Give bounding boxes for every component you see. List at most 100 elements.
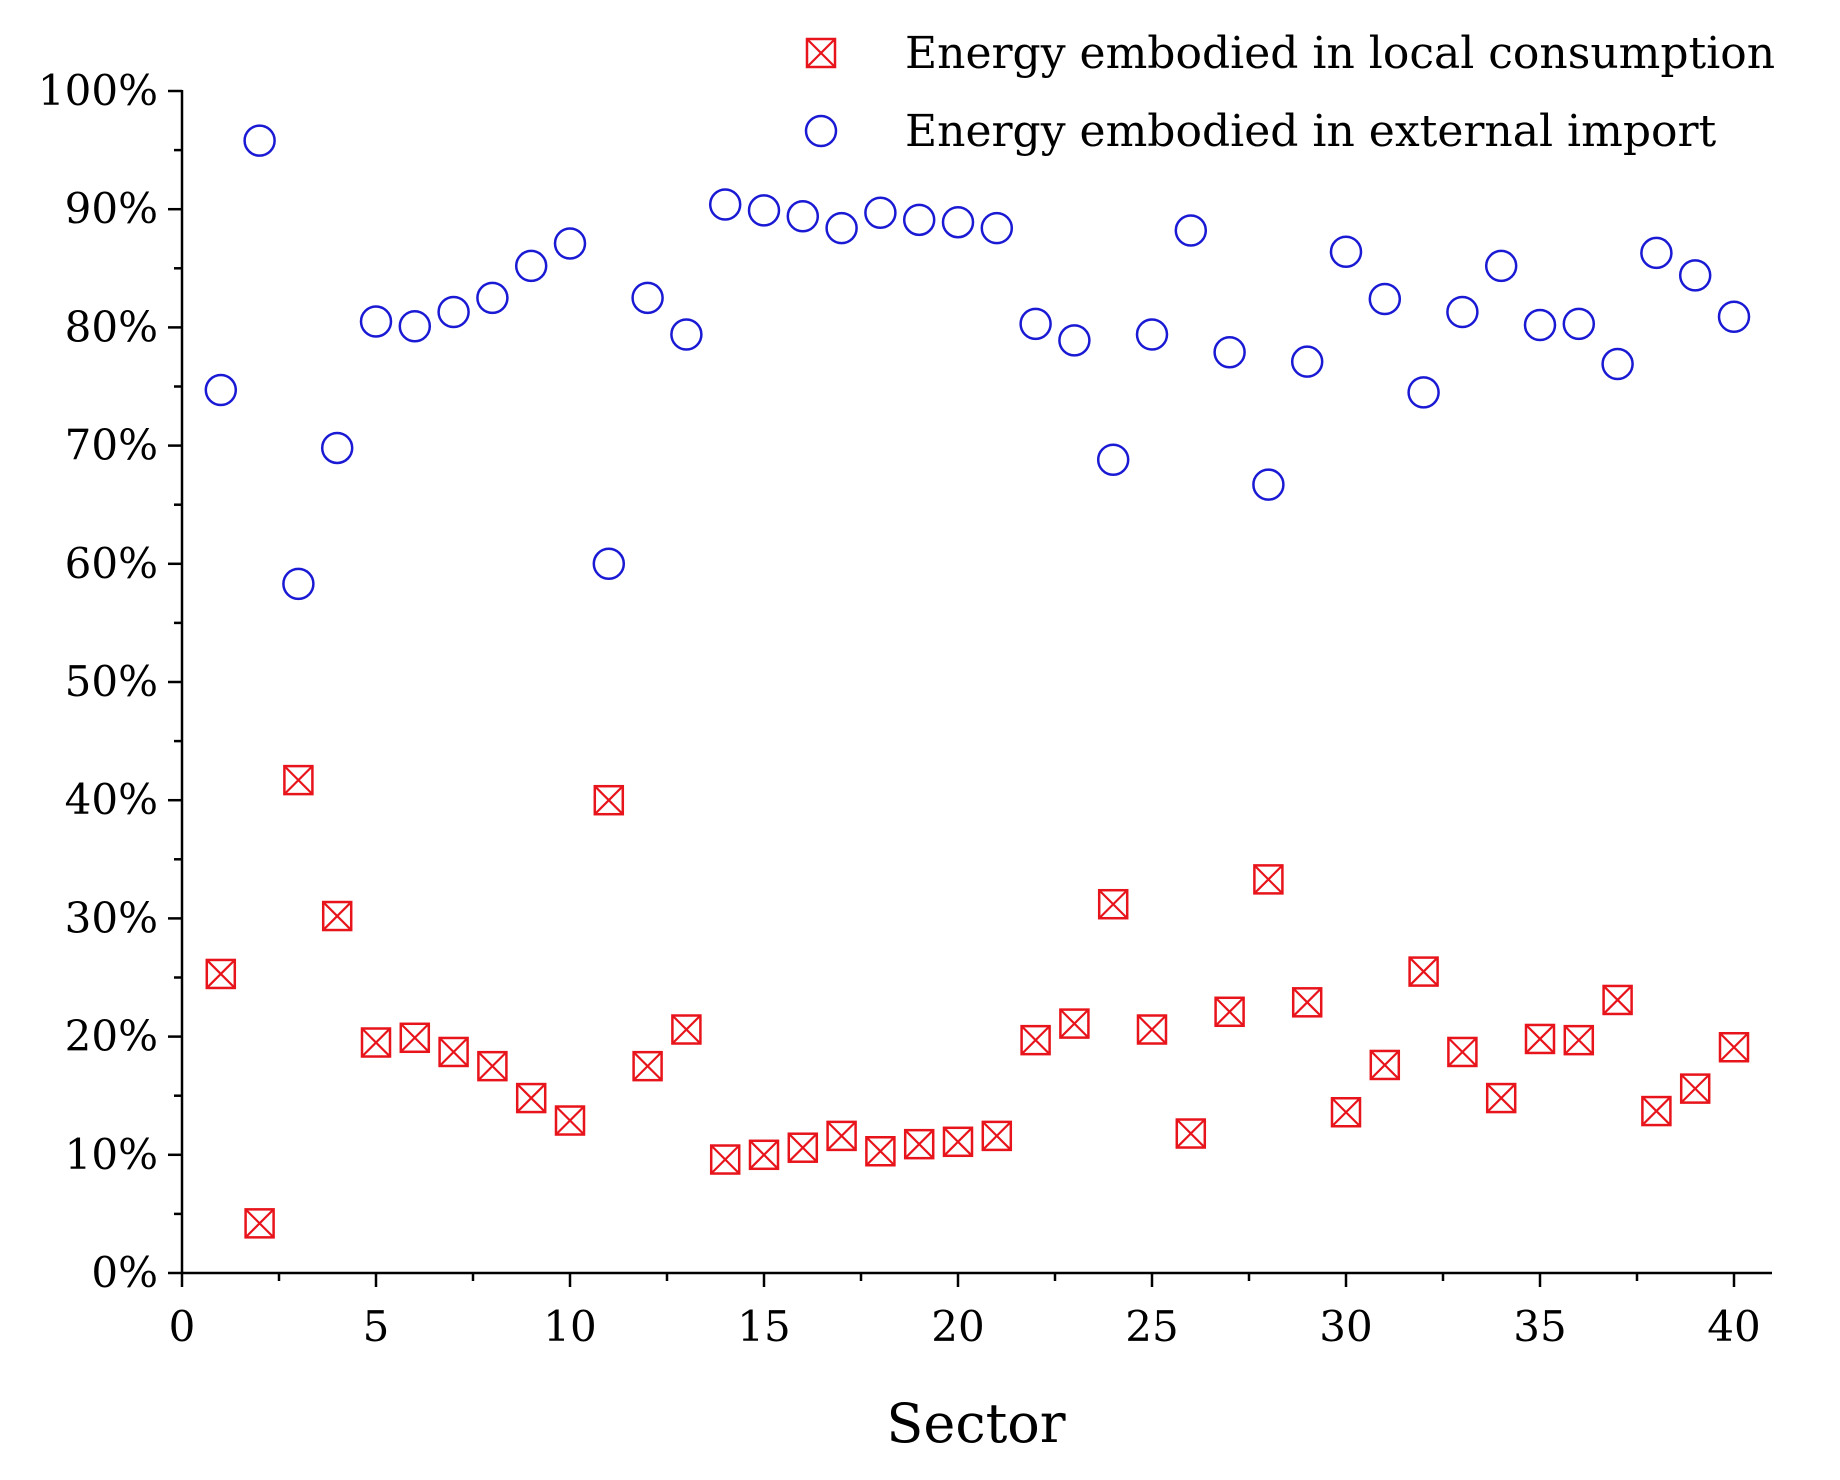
- legend-item-import: Energy embodied in external import: [804, 106, 1717, 157]
- marker-cross-b: [943, 1127, 973, 1157]
- y-tick-label: 80%: [65, 302, 158, 351]
- data-point-circle: [1096, 443, 1130, 477]
- data-point-circle: [1058, 324, 1091, 357]
- data-point-square: [1485, 1082, 1517, 1114]
- marker-cross-b: [1602, 985, 1633, 1015]
- axes: 0 5 10 15 20 25 30 35 40 0% 10% 20% 30% 40% 50% 60% 70% 8…: [38, 66, 1772, 1351]
- data-point-square: [1059, 1008, 1090, 1039]
- data-point-square: [438, 1036, 469, 1068]
- marker-square: [1679, 1073, 1711, 1104]
- data-point-square: [477, 1050, 508, 1082]
- marker-square: [1059, 1008, 1090, 1039]
- marker-square: [1602, 984, 1633, 1016]
- data-point-square: [826, 1120, 857, 1152]
- data-point-circle: [398, 309, 432, 343]
- x-tick-label: 0: [169, 1302, 196, 1351]
- marker-square: [1485, 1082, 1517, 1114]
- marker-cross-b: [594, 785, 624, 815]
- data-point-circle: [747, 194, 781, 227]
- marker-cross-b: [1680, 1073, 1710, 1104]
- marker-square: [748, 1139, 780, 1171]
- marker-cross-b: [322, 901, 352, 931]
- data-point-square: [1602, 984, 1633, 1016]
- marker-square: [1330, 1096, 1362, 1128]
- data-point-circle: [1290, 345, 1324, 378]
- data-point-square: [981, 1120, 1013, 1152]
- marker-cross-b: [1447, 1037, 1478, 1067]
- marker-cross-b: [1292, 987, 1322, 1018]
- data-point-circle: [1717, 300, 1751, 334]
- marker-cross-b: [438, 1037, 469, 1067]
- marker-cross-b: [283, 765, 314, 795]
- data-point-square: [1097, 888, 1129, 920]
- data-point-circle: [1329, 235, 1363, 269]
- data-point-square: [1291, 987, 1323, 1018]
- data-point-circle: [437, 295, 470, 329]
- marker-square: [515, 1082, 547, 1114]
- data-point-square: [1214, 996, 1245, 1028]
- data-point-circle: [980, 211, 1014, 245]
- marker-cross-b: [632, 1051, 663, 1081]
- marker-cross-b: [516, 1083, 546, 1113]
- series-local-consumption: [205, 764, 1750, 1239]
- marker-cross-b: [904, 1129, 934, 1159]
- marker-cross-b: [710, 1144, 740, 1175]
- data-point-circle: [282, 567, 315, 601]
- data-point-circle: [1407, 376, 1440, 409]
- data-point-square: [903, 1128, 935, 1160]
- legend-item-local: Energy embodied in local consumption: [805, 28, 1775, 79]
- data-point-square: [1136, 1014, 1168, 1045]
- marker-cross-b: [1408, 956, 1439, 987]
- marker-cross-b: [1253, 864, 1284, 895]
- x-tick-label: 25: [1125, 1302, 1178, 1351]
- data-point-square: [1679, 1073, 1711, 1104]
- marker-square: [360, 1027, 392, 1058]
- x-axis-title: Sector: [886, 1392, 1065, 1455]
- data-point-circle: [1019, 307, 1052, 341]
- x-tick-label: 15: [737, 1302, 790, 1351]
- data-point-circle: [476, 281, 509, 315]
- marker-cross-b: [1564, 1025, 1594, 1055]
- marker-cross-b: [1098, 889, 1128, 919]
- data-point-square: [399, 1022, 431, 1054]
- y-tick-label: 60%: [65, 539, 158, 588]
- marker-square: [1253, 864, 1284, 895]
- data-point-circle: [941, 205, 975, 239]
- marker-cross-b: [1331, 1097, 1361, 1128]
- marker-cross-b: [1020, 1025, 1051, 1055]
- marker-square: [283, 764, 314, 796]
- marker-square: [1136, 1014, 1168, 1045]
- data-point-circle: [631, 281, 664, 315]
- marker-square: [1447, 1036, 1478, 1068]
- data-point-circle: [514, 249, 548, 283]
- data-point-square: [1524, 1023, 1556, 1055]
- data-point-square: [1447, 1036, 1478, 1068]
- marker-cross-b: [244, 1208, 275, 1239]
- marker-square: [865, 1136, 896, 1167]
- legend-label: Energy embodied in local consumption: [905, 28, 1775, 79]
- y-tick-label: 20%: [65, 1012, 158, 1061]
- x-tick-label: 5: [363, 1302, 390, 1351]
- marker-square: [477, 1050, 508, 1082]
- marker-square: [1524, 1023, 1556, 1055]
- data-point-square: [1563, 1024, 1595, 1056]
- marker-cross-b: [671, 1014, 702, 1045]
- marker-cross-b: [788, 1132, 818, 1163]
- marker-square: [554, 1105, 586, 1136]
- y-tick-label: 30%: [65, 893, 158, 942]
- data-point-circle: [786, 200, 820, 233]
- data-point-square: [515, 1082, 547, 1114]
- data-point-circle: [1135, 318, 1169, 351]
- marker-cross-b: [206, 959, 236, 989]
- series-external-import: [204, 124, 1751, 601]
- x-tick-label: 30: [1319, 1302, 1372, 1351]
- data-point-circle: [320, 431, 354, 465]
- marker-cross-b: [806, 38, 836, 68]
- data-point-square: [865, 1136, 896, 1167]
- marker-cross-b: [1641, 1096, 1672, 1126]
- marker-square: [438, 1036, 469, 1068]
- marker-cross-b: [826, 1121, 857, 1151]
- x-tick-label: 35: [1513, 1302, 1566, 1351]
- x-tick-label: 10: [543, 1302, 596, 1351]
